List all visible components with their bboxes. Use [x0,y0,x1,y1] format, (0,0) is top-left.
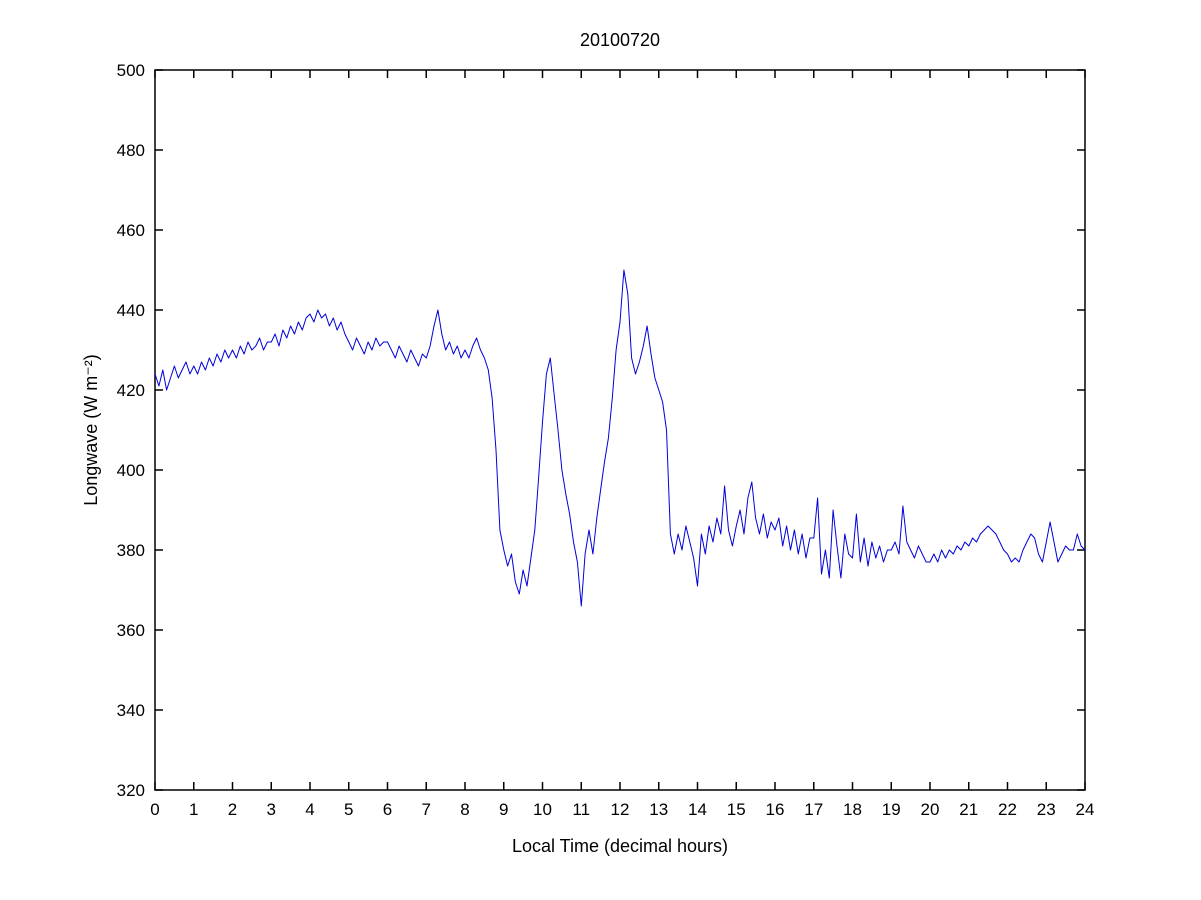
x-tick-label: 10 [533,800,552,819]
x-tick-label: 4 [305,800,314,819]
x-tick-label: 8 [460,800,469,819]
y-tick-label: 400 [117,461,145,480]
x-tick-label: 17 [804,800,823,819]
x-tick-label: 6 [383,800,392,819]
x-tick-label: 1 [189,800,198,819]
x-tick-label: 16 [766,800,785,819]
y-axis-ticks [155,69,1085,791]
y-tick-label: 360 [117,621,145,640]
x-tick-label: 0 [150,800,159,819]
x-tick-label: 2 [228,800,237,819]
x-tick-label: 21 [959,800,978,819]
y-tick-label: 440 [117,301,145,320]
x-axis-tick-labels: 0 1 2 3 4 5 6 7 8 9 10 11 12 13 14 15 16 17 18 19 20 21 22 23 24 [150,800,1094,819]
x-tick-label: 14 [688,800,707,819]
y-tick-label: 320 [117,781,145,800]
x-tick-label: 19 [882,800,901,819]
x-axis-ticks [154,70,1086,790]
y-axis-label: Longwave (W m⁻²) [81,354,101,506]
chart-title: 20100720 [580,30,660,50]
x-tick-label: 11 [572,800,590,819]
x-tick-label: 20 [921,800,940,819]
y-tick-label: 340 [117,701,145,720]
x-tick-label: 22 [998,800,1017,819]
y-tick-label: 420 [117,381,145,400]
plot-area [154,69,1086,791]
x-tick-label: 3 [267,800,276,819]
series-line [154,269,1086,607]
y-tick-label: 380 [117,541,145,560]
x-tick-label: 24 [1076,800,1095,819]
y-axis-tick-labels: 320 340 360 380 400 420 440 460 480 500 [117,61,145,800]
x-tick-label: 23 [1037,800,1056,819]
x-axis-label: Local Time (decimal hours) [512,836,728,856]
y-tick-label: 460 [117,221,145,240]
x-tick-label: 12 [611,800,630,819]
x-tick-label: 18 [843,800,862,819]
x-tick-label: 7 [422,800,431,819]
x-tick-label: 15 [727,800,746,819]
x-tick-label: 9 [499,800,508,819]
y-tick-label: 480 [117,141,145,160]
x-tick-label: 5 [344,800,353,819]
x-tick-label: 13 [649,800,668,819]
y-tick-label: 500 [117,61,145,80]
